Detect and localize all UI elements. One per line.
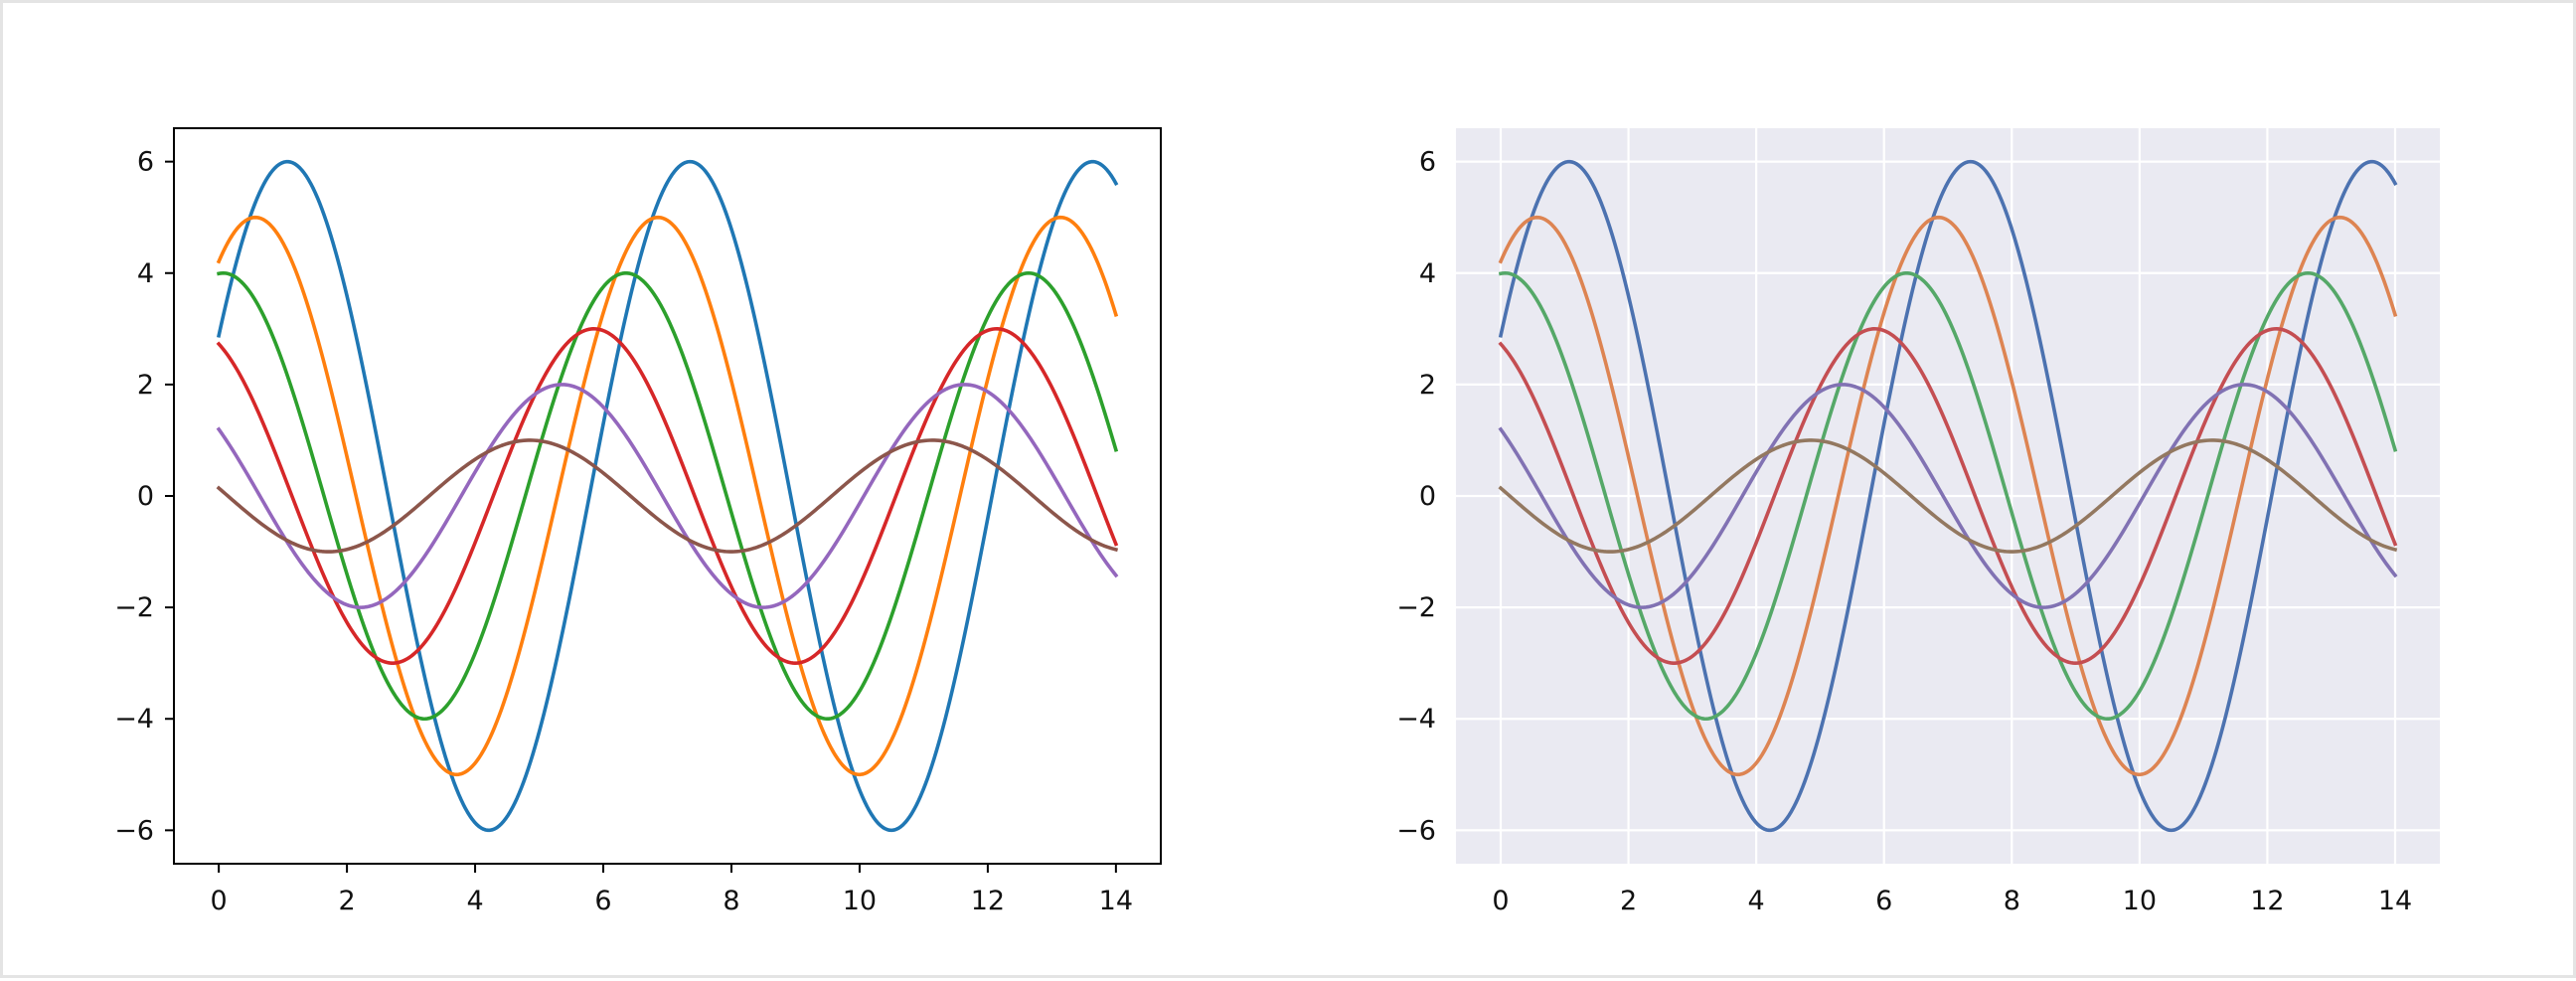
y-tick-label: 0 xyxy=(1419,481,1436,512)
chart-figure: 0 2 4 6 8 10 12 14 −6 −4 −2 0 2 4 6 0 2 4 6 8 10 12 14 −6 −4 −2 0 2… xyxy=(114,127,2440,916)
x-tick-label: 10 xyxy=(843,886,877,916)
chart-panel-1: 0 2 4 6 8 10 12 14 −6 −4 −2 0 2 4 6 xyxy=(114,127,1162,916)
y-tick-label: 2 xyxy=(137,370,154,401)
y-tick-label: 2 xyxy=(1419,370,1436,401)
series-line-6 xyxy=(1498,438,2398,554)
series-line-4 xyxy=(216,327,1119,665)
y-tick-label: −4 xyxy=(114,704,154,735)
plot-area xyxy=(174,128,1161,864)
y-tick-label: −4 xyxy=(1396,704,1436,735)
y-tick-label: −2 xyxy=(1396,592,1436,623)
x-tick-label: 6 xyxy=(594,886,611,916)
y-tick-label: 4 xyxy=(1419,258,1436,289)
x-tick-label: 2 xyxy=(1620,886,1637,916)
series-line-4 xyxy=(1498,327,2398,665)
y-tick-label: 6 xyxy=(137,147,154,178)
series-line-6 xyxy=(216,438,1119,554)
series-line-2 xyxy=(216,215,1119,777)
series-line-1 xyxy=(216,159,1119,833)
y-tick-label: −2 xyxy=(114,592,154,623)
y-tick-label: −6 xyxy=(1396,815,1436,846)
series-line-3 xyxy=(217,270,1119,722)
x-tick-label: 8 xyxy=(2004,886,2020,916)
series-line-3 xyxy=(1498,270,2398,722)
x-tick-label: 2 xyxy=(339,886,356,916)
y-tick-label: 4 xyxy=(137,258,154,289)
series-line-5 xyxy=(216,383,1119,609)
x-tick-label: 4 xyxy=(1748,886,1765,916)
x-tick-label: 0 xyxy=(1492,886,1509,916)
x-tick-label: 14 xyxy=(2378,886,2412,916)
x-tick-label: 14 xyxy=(1099,886,1133,916)
x-tick-label: 4 xyxy=(466,886,483,916)
series-line-2 xyxy=(1498,215,2398,777)
x-tick-label: 10 xyxy=(2123,886,2157,916)
x-tick-label: 0 xyxy=(211,886,228,916)
y-tick-label: 6 xyxy=(1419,147,1436,178)
x-tick-label: 8 xyxy=(723,886,739,916)
x-tick-label: 12 xyxy=(2250,886,2284,916)
series-line-1 xyxy=(1498,159,2398,833)
series-line-5 xyxy=(1498,383,2398,609)
y-tick-label: −6 xyxy=(114,815,154,846)
x-tick-label: 12 xyxy=(971,886,1005,916)
x-tick-label: 6 xyxy=(1875,886,1892,916)
y-tick-label: 0 xyxy=(137,481,154,512)
chart-panel-2: 0 2 4 6 8 10 12 14 −6 −4 −2 0 2 4 6 xyxy=(1396,128,2440,916)
